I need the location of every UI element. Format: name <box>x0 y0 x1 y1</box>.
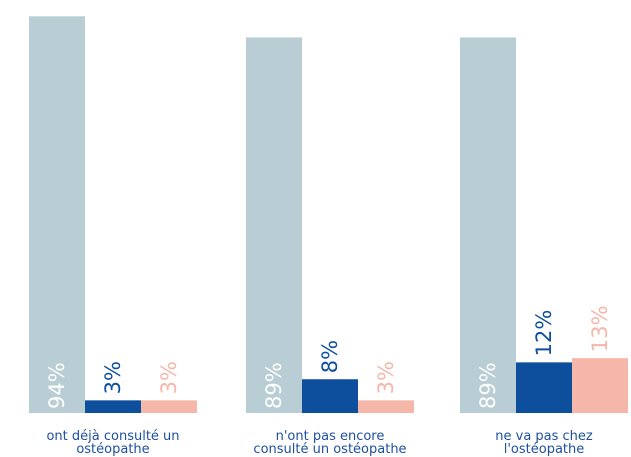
value-labels-layer: 94% 3% 3% 89% 8% 3% 89% 12% 13% <box>45 305 612 409</box>
value-label-3-1: 89% <box>476 362 500 409</box>
bar-2-3 <box>358 400 414 413</box>
value-label-2-2: 8% <box>318 340 342 373</box>
value-label-2-3: 3% <box>374 361 398 394</box>
bar-3-1 <box>460 37 516 414</box>
category-label-2-line-2: consulté un ostéopathe <box>253 442 406 457</box>
value-label-1-2: 3% <box>101 361 125 394</box>
bar-2-2 <box>302 379 358 413</box>
category-label-3-line-2: l'ostéopathe <box>504 442 585 457</box>
value-label-3-2: 12% <box>532 310 556 357</box>
value-label-2-1: 89% <box>262 362 286 409</box>
category-label-1-line-1: ont déjà consulté un <box>46 429 179 444</box>
category-label-1-line-2: ostéopathe <box>76 442 149 457</box>
category-label-2-line-1: n'ont pas encore <box>276 429 385 444</box>
bar-1-1 <box>29 16 85 413</box>
value-label-1-1: 94% <box>45 362 69 409</box>
bar-1-3 <box>141 400 197 413</box>
category-label-3-line-1: ne va pas chez <box>495 429 593 444</box>
bar-3-2 <box>516 362 572 413</box>
value-label-3-3: 13% <box>588 305 612 352</box>
bar-1-2 <box>85 400 141 413</box>
bar-2-1 <box>246 37 302 414</box>
bar-3-3 <box>572 358 628 413</box>
bars-layer <box>29 16 628 414</box>
value-label-1-3: 3% <box>157 361 181 394</box>
